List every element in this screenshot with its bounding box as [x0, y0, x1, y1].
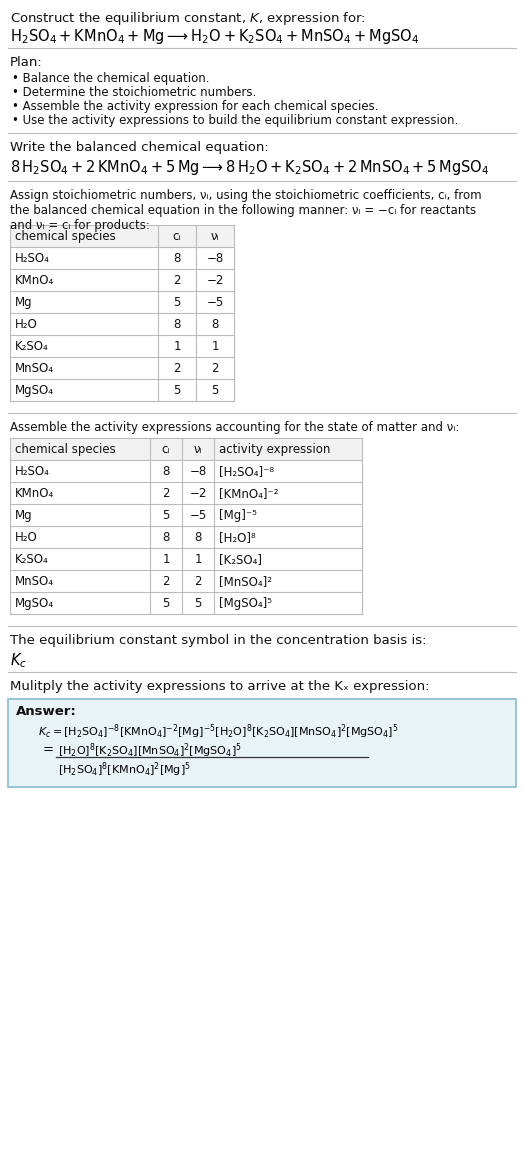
Text: 8: 8: [211, 317, 219, 331]
Text: MgSO₄: MgSO₄: [15, 384, 54, 397]
Text: 5: 5: [173, 297, 181, 309]
Text: 5: 5: [162, 597, 170, 611]
Text: MnSO₄: MnSO₄: [15, 362, 54, 374]
Text: 2: 2: [173, 274, 181, 287]
Text: KMnO₄: KMnO₄: [15, 487, 54, 500]
Text: 2: 2: [162, 487, 170, 500]
Text: −5: −5: [189, 509, 206, 522]
Text: [Mg]⁻⁵: [Mg]⁻⁵: [219, 509, 257, 522]
Text: the balanced chemical equation in the following manner: νᵢ = −cᵢ for reactants: the balanced chemical equation in the fo…: [10, 204, 476, 217]
Text: [MgSO₄]⁵: [MgSO₄]⁵: [219, 597, 272, 611]
Text: $=$: $=$: [40, 741, 54, 754]
Text: Assign stoichiometric numbers, νᵢ, using the stoichiometric coefficients, cᵢ, fr: Assign stoichiometric numbers, νᵢ, using…: [10, 190, 482, 202]
Text: −8: −8: [189, 465, 206, 478]
Text: [H₂O]⁸: [H₂O]⁸: [219, 531, 256, 544]
Text: [K₂SO₄]: [K₂SO₄]: [219, 552, 262, 566]
Text: chemical species: chemical species: [15, 443, 116, 456]
Text: Write the balanced chemical equation:: Write the balanced chemical equation:: [10, 141, 269, 154]
Text: −5: −5: [206, 297, 224, 309]
Text: $\mathrm{8\,H_2SO_4 + 2\,KMnO_4 + 5\,Mg \longrightarrow 8\,H_2O + K_2SO_4 + 2\,M: $\mathrm{8\,H_2SO_4 + 2\,KMnO_4 + 5\,Mg …: [10, 158, 489, 177]
Text: 2: 2: [211, 362, 219, 374]
Text: KMnO₄: KMnO₄: [15, 274, 54, 287]
Text: Construct the equilibrium constant, $K$, expression for:: Construct the equilibrium constant, $K$,…: [10, 10, 366, 27]
Text: K₂SO₄: K₂SO₄: [15, 340, 49, 354]
Text: 8: 8: [194, 531, 202, 544]
Text: • Use the activity expressions to build the equilibrium constant expression.: • Use the activity expressions to build …: [12, 114, 458, 127]
Text: activity expression: activity expression: [219, 443, 330, 456]
Text: 1: 1: [162, 552, 170, 566]
Text: 5: 5: [194, 597, 202, 611]
Text: 2: 2: [173, 362, 181, 374]
Text: chemical species: chemical species: [15, 230, 116, 243]
Text: $[\mathrm{H_2SO_4}]^8[\mathrm{KMnO_4}]^2[\mathrm{Mg}]^5$: $[\mathrm{H_2SO_4}]^8[\mathrm{KMnO_4}]^2…: [58, 759, 191, 778]
Text: 2: 2: [162, 575, 170, 588]
Text: −8: −8: [206, 252, 224, 265]
Text: H₂O: H₂O: [15, 531, 38, 544]
Bar: [8, 699, 516, 787]
Bar: [10, 224, 234, 247]
Text: 1: 1: [211, 340, 219, 354]
Text: Plan:: Plan:: [10, 56, 43, 69]
Text: H₂SO₄: H₂SO₄: [15, 252, 50, 265]
Text: H₂SO₄: H₂SO₄: [15, 465, 50, 478]
Text: MnSO₄: MnSO₄: [15, 575, 54, 588]
Text: H₂O: H₂O: [15, 317, 38, 331]
Text: cᵢ: cᵢ: [162, 443, 170, 456]
Text: $K_c = [\mathrm{H_2SO_4}]^{-8}[\mathrm{KMnO_4}]^{-2}[\mathrm{Mg}]^{-5}[\mathrm{H: $K_c = [\mathrm{H_2SO_4}]^{-8}[\mathrm{K…: [38, 722, 399, 741]
Text: −2: −2: [189, 487, 206, 500]
Text: $[\mathrm{H_2O}]^8[\mathrm{K_2SO_4}][\mathrm{MnSO_4}]^2[\mathrm{MgSO_4}]^5$: $[\mathrm{H_2O}]^8[\mathrm{K_2SO_4}][\ma…: [58, 741, 242, 759]
Text: 2: 2: [194, 575, 202, 588]
Bar: [10, 438, 362, 461]
Text: 8: 8: [162, 465, 170, 478]
Text: Mulitply the activity expressions to arrive at the Kₓ expression:: Mulitply the activity expressions to arr…: [10, 680, 430, 693]
Text: The equilibrium constant symbol in the concentration basis is:: The equilibrium constant symbol in the c…: [10, 634, 427, 647]
Text: [H₂SO₄]⁻⁸: [H₂SO₄]⁻⁸: [219, 465, 274, 478]
Text: and νᵢ = cᵢ for products:: and νᵢ = cᵢ for products:: [10, 219, 150, 231]
Text: Mg: Mg: [15, 509, 32, 522]
Text: $K_c$: $K_c$: [10, 651, 27, 670]
Text: νᵢ: νᵢ: [211, 230, 220, 243]
Text: 8: 8: [162, 531, 170, 544]
Text: −2: −2: [206, 274, 224, 287]
Text: Answer:: Answer:: [16, 705, 77, 718]
Text: 8: 8: [173, 252, 181, 265]
Text: • Assemble the activity expression for each chemical species.: • Assemble the activity expression for e…: [12, 100, 378, 113]
Text: 8: 8: [173, 317, 181, 331]
Text: 5: 5: [211, 384, 219, 397]
Text: • Balance the chemical equation.: • Balance the chemical equation.: [12, 72, 210, 85]
Text: MgSO₄: MgSO₄: [15, 597, 54, 611]
Text: cᵢ: cᵢ: [173, 230, 181, 243]
Text: 1: 1: [173, 340, 181, 354]
Text: νᵢ: νᵢ: [194, 443, 202, 456]
Text: • Determine the stoichiometric numbers.: • Determine the stoichiometric numbers.: [12, 86, 256, 99]
Text: K₂SO₄: K₂SO₄: [15, 552, 49, 566]
Text: 1: 1: [194, 552, 202, 566]
Text: $\mathrm{H_2SO_4 + KMnO_4 + Mg \longrightarrow H_2O + K_2SO_4 + MnSO_4 + MgSO_4}: $\mathrm{H_2SO_4 + KMnO_4 + Mg \longrigh…: [10, 27, 419, 47]
Text: [KMnO₄]⁻²: [KMnO₄]⁻²: [219, 487, 278, 500]
Text: 5: 5: [173, 384, 181, 397]
Text: Assemble the activity expressions accounting for the state of matter and νᵢ:: Assemble the activity expressions accoun…: [10, 421, 460, 434]
Text: [MnSO₄]²: [MnSO₄]²: [219, 575, 272, 588]
Text: Mg: Mg: [15, 297, 32, 309]
Text: 5: 5: [162, 509, 170, 522]
